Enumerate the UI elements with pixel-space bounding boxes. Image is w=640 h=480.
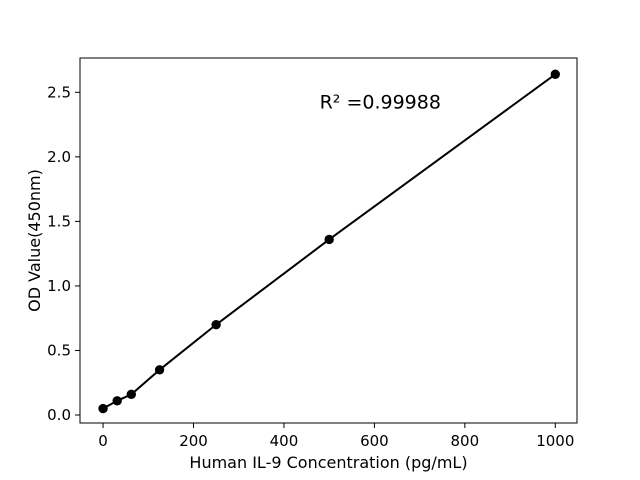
y-axis-label: OD Value(450nm) (25, 169, 44, 312)
x-tick-label: 800 (451, 432, 480, 450)
data-point (211, 319, 221, 330)
x-axis-label: Human IL-9 Concentration (pg/mL) (189, 453, 467, 472)
x-axis-ticks: 0 200 400 600 800 1000 (98, 423, 574, 450)
data-point (126, 389, 137, 400)
data-point (98, 403, 108, 414)
series-group (98, 69, 560, 414)
y-tick-label: 1.5 (47, 212, 71, 230)
y-tick-label: 0.0 (47, 406, 71, 424)
x-tick-label: 400 (270, 432, 299, 450)
x-tick-label: 200 (179, 432, 208, 450)
y-tick-label: 2.5 (47, 83, 71, 101)
data-point (154, 365, 165, 375)
y-axis-ticks: 0.0 0.5 1.0 1.5 2.0 2.5 (47, 83, 80, 424)
y-tick-label: 2.0 (47, 148, 71, 166)
x-tick-label: 0 (98, 432, 108, 450)
y-tick-label: 1.0 (47, 277, 71, 295)
data-point (324, 234, 334, 245)
r-squared-annotation: R² =0.99988 (320, 92, 441, 114)
plot-area (79, 57, 578, 424)
data-point (550, 69, 560, 79)
y-tick-label: 0.5 (47, 341, 71, 359)
data-point (112, 396, 122, 406)
x-tick-label: 600 (360, 432, 389, 450)
x-tick-label: 1000 (536, 432, 574, 450)
